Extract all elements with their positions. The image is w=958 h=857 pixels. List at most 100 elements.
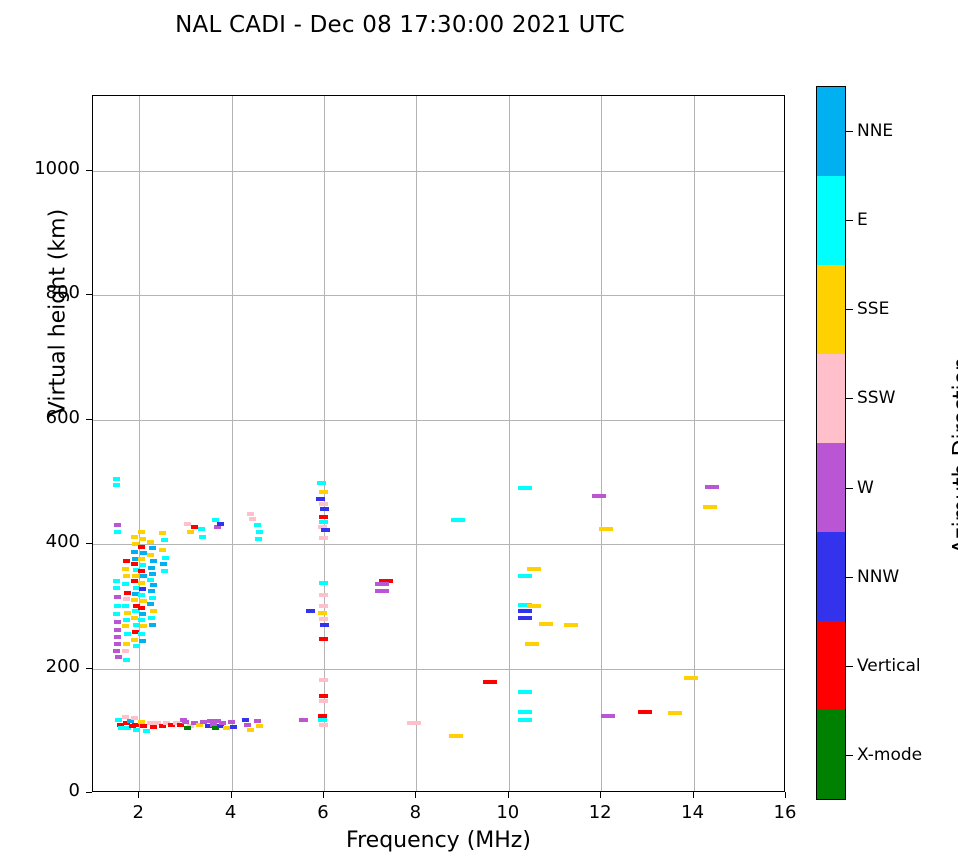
data-point (121, 581, 129, 586)
data-point (123, 590, 131, 595)
y-axis-tick-label: 800 (45, 282, 80, 304)
data-point (158, 530, 166, 535)
data-point (318, 604, 328, 609)
data-point (139, 639, 147, 644)
data-point (122, 657, 130, 662)
data-point (142, 728, 150, 733)
data-point (317, 481, 327, 486)
x-axis-tick-label: 16 (773, 802, 797, 823)
data-point (214, 718, 222, 723)
data-point (218, 721, 226, 726)
data-point (122, 721, 130, 726)
data-point (113, 627, 121, 632)
data-point (179, 717, 187, 722)
data-point (315, 497, 325, 502)
data-point (601, 713, 616, 718)
data-point (138, 617, 145, 622)
data-point (317, 717, 327, 722)
data-point (112, 611, 120, 616)
data-point (113, 619, 121, 624)
data-point (298, 717, 308, 722)
data-point (318, 519, 328, 524)
data-point (132, 574, 139, 579)
data-point (114, 655, 122, 660)
data-point (207, 718, 215, 723)
data-point (138, 557, 146, 561)
data-point (177, 722, 185, 727)
data-point (140, 624, 148, 629)
data-point (318, 535, 328, 540)
data-point (131, 637, 139, 642)
colorbar-tick (846, 666, 853, 668)
data-point (159, 561, 167, 566)
data-point (112, 482, 120, 487)
data-point (132, 609, 139, 614)
data-point (154, 721, 162, 726)
data-point (132, 644, 140, 649)
data-point (702, 504, 717, 509)
x-axis-tick-label: 10 (496, 802, 520, 823)
data-point (320, 528, 330, 533)
data-point (113, 641, 121, 646)
colorbar-segment-ssw (817, 354, 845, 443)
data-point (538, 621, 553, 626)
data-point (318, 593, 328, 598)
data-point (123, 632, 131, 637)
data-point (132, 622, 140, 627)
data-point (149, 559, 157, 564)
data-point (448, 733, 463, 738)
data-point (246, 512, 254, 517)
data-point (147, 539, 155, 544)
x-axis-label: Frequency (MHz) (346, 828, 531, 853)
data-point (122, 617, 130, 622)
data-point (147, 615, 155, 620)
data-point (450, 518, 465, 523)
data-point (200, 720, 208, 725)
data-point (527, 566, 542, 571)
x-axis-tick (323, 792, 324, 798)
data-point (132, 591, 139, 596)
gridline-vertical (693, 96, 695, 791)
data-point (147, 553, 155, 558)
colorbar-tick (846, 398, 853, 400)
data-point (199, 534, 207, 539)
data-point (320, 622, 330, 627)
data-point (148, 545, 156, 550)
data-point (112, 579, 120, 584)
data-point (117, 722, 125, 727)
gridline-vertical (324, 96, 325, 791)
data-point (133, 727, 141, 732)
data-point (318, 693, 328, 698)
colorbar-segment-nne (817, 87, 845, 176)
colorbar-segment-w (817, 443, 845, 532)
data-point (138, 544, 145, 549)
plot-area (92, 95, 785, 792)
data-point (158, 723, 166, 728)
data-point (184, 522, 192, 527)
data-point (255, 529, 263, 534)
data-point (162, 555, 170, 560)
page-title: NAL CADI - Dec 08 17:30:00 2021 UTC (175, 12, 625, 38)
data-point (148, 571, 156, 576)
x-axis-tick (138, 792, 140, 798)
data-point (149, 725, 157, 730)
x-axis-tick-label: 8 (409, 802, 422, 823)
data-point (517, 690, 532, 695)
colorbar-label-e: E (857, 209, 868, 230)
data-point (147, 589, 155, 594)
x-axis-tick (507, 792, 509, 798)
y-axis-tick (86, 543, 92, 545)
data-point (223, 726, 231, 731)
colorbar-label-nnw: NNW (857, 566, 900, 587)
data-point (148, 595, 156, 600)
data-point (318, 489, 328, 494)
x-axis-tick (692, 792, 694, 798)
data-point (184, 726, 192, 731)
colorbar-tick (846, 130, 853, 132)
data-point (211, 518, 219, 523)
colorbar-tick (846, 487, 853, 489)
colorbar (816, 86, 846, 800)
data-point (638, 710, 653, 715)
colorbar-label-nne: NNE (857, 120, 894, 141)
x-axis-tick (785, 792, 786, 798)
